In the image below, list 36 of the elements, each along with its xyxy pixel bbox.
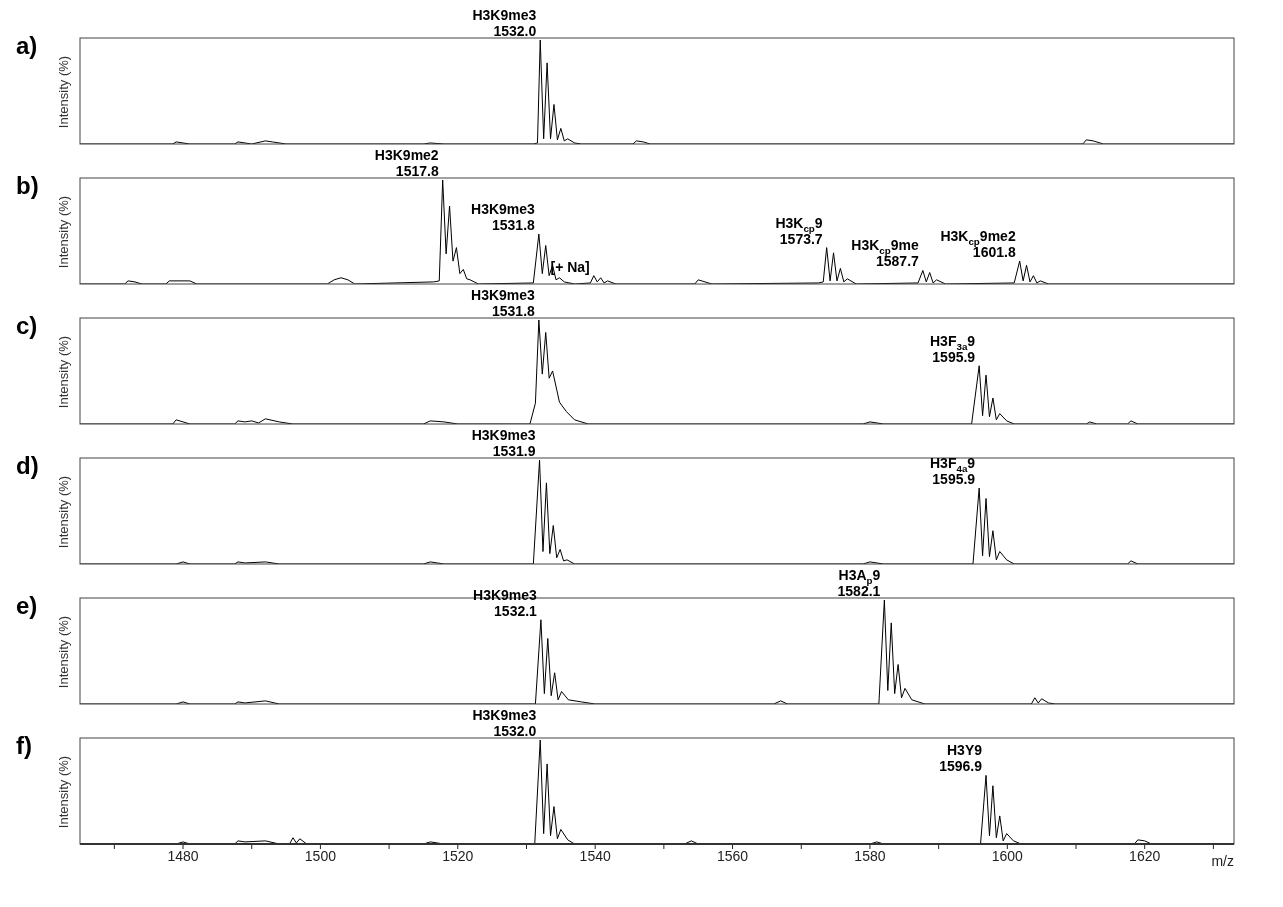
x-tick-label: 1500 (304, 847, 337, 864)
annotation: H3K9me3 1531.9 (471, 427, 536, 459)
y-axis-title: Intensity (%) (56, 55, 71, 129)
x-tick-label: 1580 (854, 847, 886, 864)
chart-title: a) (16, 32, 38, 59)
y-axis-title: Intensity (%) (56, 615, 71, 689)
x-tick-label: 1540 (579, 847, 611, 864)
annotation: H3K9me3 1531.8 (471, 201, 536, 234)
annotation: H3Y9 1596.9 (939, 742, 983, 775)
x-tick-label: 1520 (442, 847, 474, 864)
x-tick-label: 1620 (1129, 847, 1161, 864)
y-axis-title: Intensity (%) (56, 195, 71, 269)
x-tick-label: 1560 (716, 847, 749, 864)
annotation: H3A$_{p}$9 1582.1 (837, 567, 881, 599)
chart-title: d) (16, 452, 39, 479)
y-axis-title: Intensity (%) (56, 335, 71, 409)
x-axis-title: m/z (1211, 853, 1234, 869)
annotation: H3K$_{cp}$9 1573.7 (775, 214, 823, 247)
x-tick-label: 1600 (991, 847, 1024, 864)
y-axis-title: Intensity (%) (56, 755, 71, 829)
annotation: H3F$_{3a}$9 1595.9 (930, 332, 976, 365)
annotation: H3K9me3 1531.8 (471, 287, 536, 319)
annotation: H3K9me3 1532.0 (472, 707, 537, 739)
annotation: H3F$_{4a}$9 1595.9 (930, 455, 976, 488)
annotation: H3K9me3 1532.0 (472, 7, 537, 39)
chart-title: b) (16, 172, 39, 199)
annotation: [+ Na] (550, 258, 590, 275)
chart-title: c) (16, 312, 38, 339)
annotation: H3K$_{cp}$9me 1587.7 (851, 237, 920, 270)
x-tick-label: 1480 (167, 847, 199, 864)
annotation: H3K9me2 1517.8 (374, 147, 439, 179)
annotation: H3K9me3 1532.1 (473, 586, 538, 619)
annotation: H3K$_{cp}$9me2 1601.8 (940, 228, 1016, 261)
y-axis-title: Intensity (%) (56, 475, 71, 549)
chart-title: f) (16, 732, 32, 759)
chart-title: e) (16, 592, 38, 619)
